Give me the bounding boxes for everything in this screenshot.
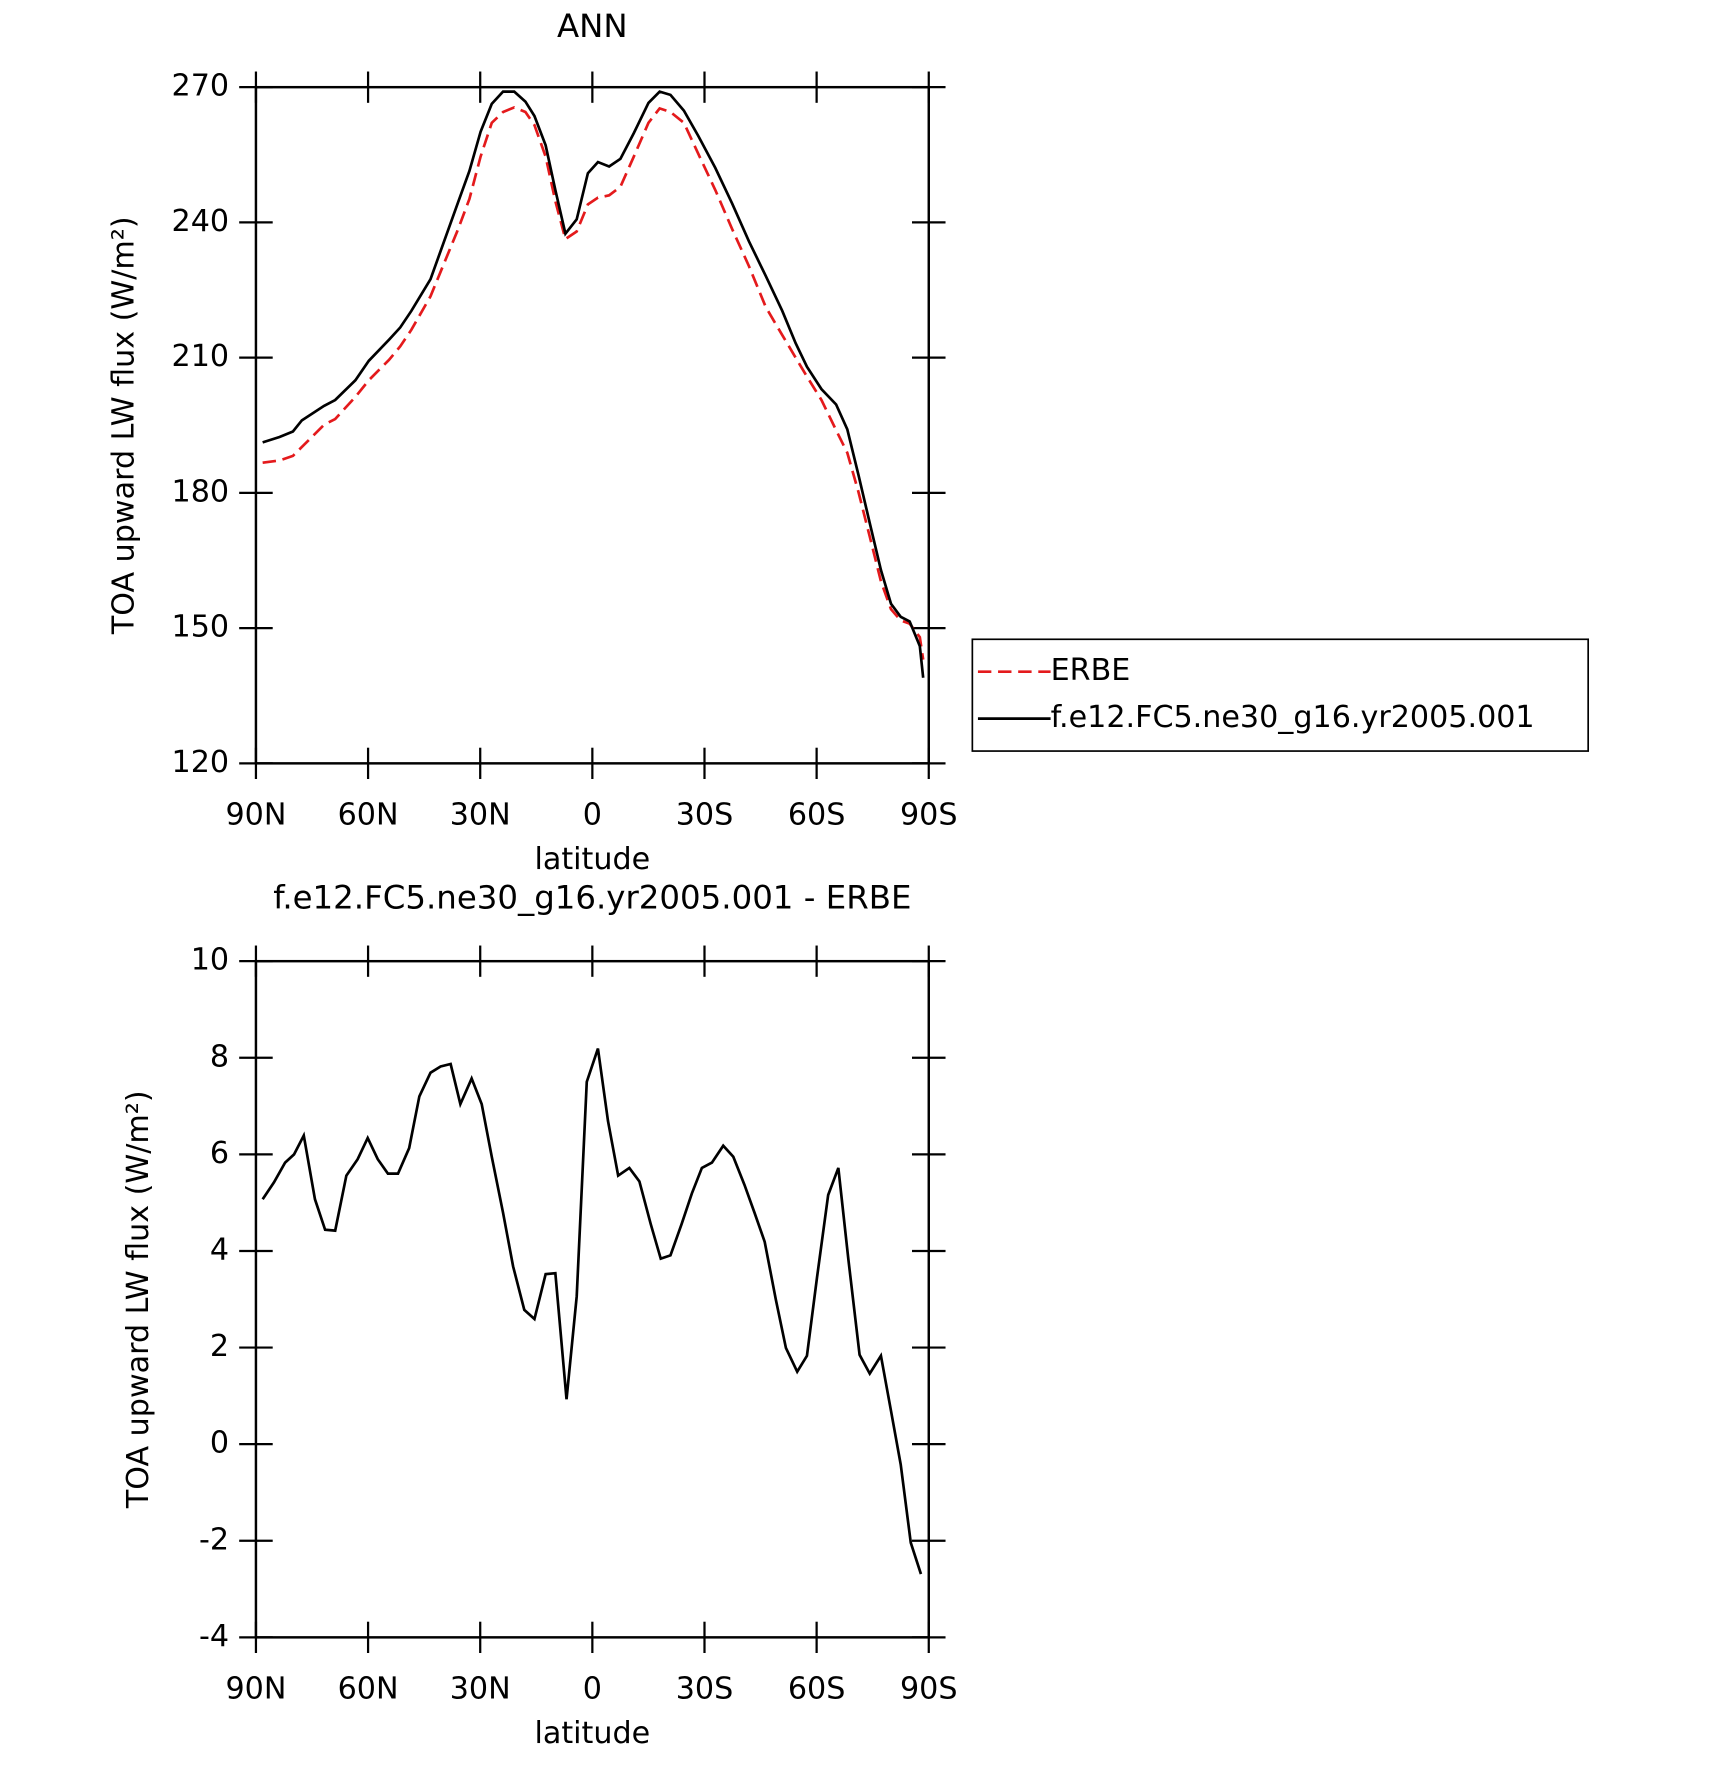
x-tick-label: 30N	[450, 1671, 511, 1706]
legend-label: f.e12.FC5.ne30_g16.yr2005.001	[1051, 700, 1535, 735]
x-tick-label: 0	[583, 797, 602, 832]
y-tick-label: 2	[210, 1329, 229, 1364]
y-tick-label: -2	[199, 1522, 229, 1557]
y-tick-label: 4	[210, 1232, 229, 1267]
x-tick-label: 60S	[788, 1671, 846, 1706]
y-tick-label: 10	[191, 943, 229, 978]
y-axis-label: TOA upward LW flux (W/m²)	[107, 216, 142, 635]
x-tick-label: 90S	[900, 1671, 958, 1706]
x-tick-label: 30S	[676, 797, 734, 832]
legend-label: ERBE	[1051, 653, 1131, 688]
y-tick-label: 6	[210, 1136, 229, 1171]
x-tick-label: 60S	[788, 797, 846, 832]
y-axis-label: TOA upward LW flux (W/m²)	[121, 1090, 156, 1509]
x-tick-label: 60N	[338, 1671, 399, 1706]
x-axis-label: latitude	[535, 1716, 651, 1751]
y-tick-label: 180	[172, 474, 230, 509]
y-tick-label: 240	[172, 204, 230, 239]
x-tick-label: 30N	[450, 797, 511, 832]
y-tick-label: 270	[172, 69, 230, 104]
plot-frame	[254, 959, 930, 1639]
y-tick-label: 210	[172, 339, 230, 374]
x-tick-label: 60N	[338, 797, 399, 832]
data-line	[262, 105, 925, 660]
x-tick-label: 30S	[676, 1671, 734, 1706]
data-line	[262, 90, 925, 678]
x-tick-label: 90N	[225, 797, 286, 832]
y-tick-label: 8	[210, 1039, 229, 1074]
y-tick-label: -4	[199, 1619, 229, 1654]
data-line	[261, 1048, 923, 1575]
chart-title: f.e12.FC5.ne30_g16.yr2005.001 - ERBE	[273, 879, 911, 917]
x-tick-label: 90N	[225, 1671, 286, 1706]
chart-title: ANN	[557, 7, 628, 45]
x-tick-label: 0	[583, 1671, 602, 1706]
y-tick-label: 0	[210, 1426, 229, 1461]
y-tick-label: 120	[172, 745, 230, 780]
y-tick-label: 150	[172, 610, 230, 645]
x-tick-label: 90S	[900, 797, 958, 832]
plot-frame	[254, 85, 930, 765]
legend-box	[971, 638, 1590, 752]
x-axis-label: latitude	[535, 842, 651, 877]
